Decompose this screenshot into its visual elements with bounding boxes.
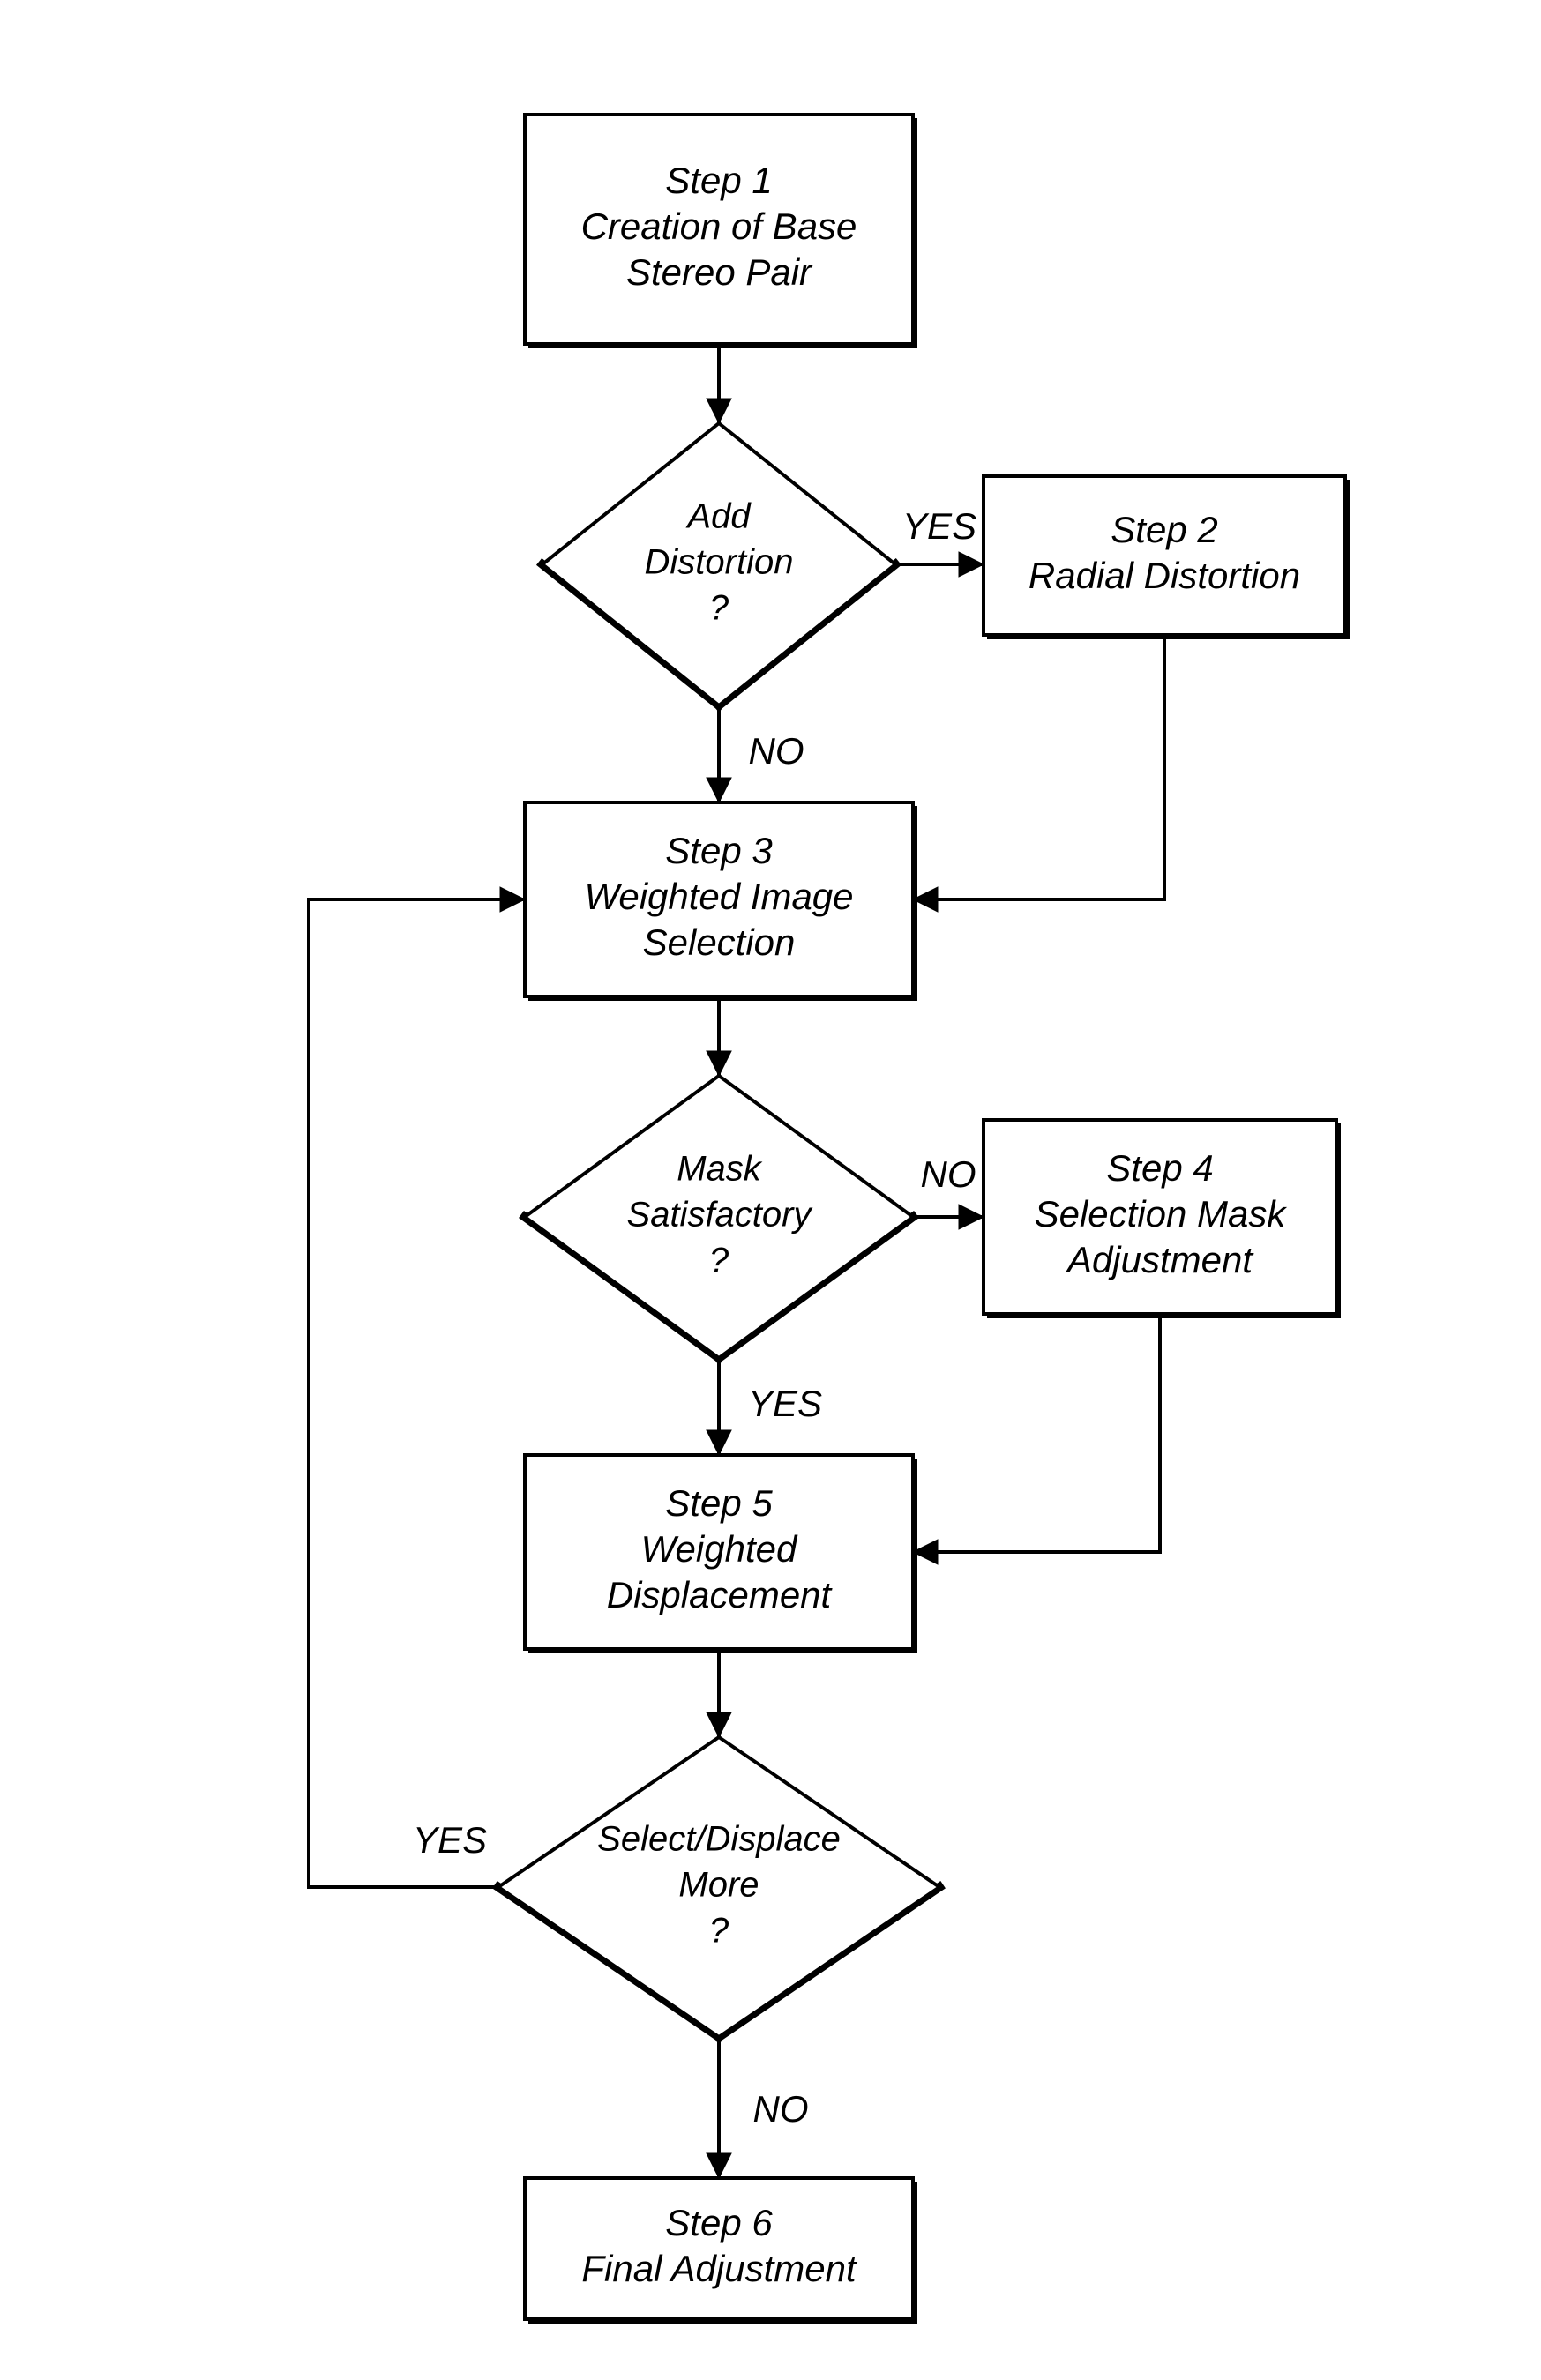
step2-label-line-0: Step 2	[1111, 509, 1217, 550]
step3-label-line-2: Selection	[643, 921, 796, 963]
e8	[913, 1314, 1160, 1564]
e10-label: YES	[413, 1819, 487, 1861]
e7: YES	[707, 1358, 822, 1455]
step4-label-line-1: Selection Mask	[1035, 1193, 1288, 1235]
d2-diamond: Mask Satisfactory?	[525, 1076, 913, 1358]
e9	[707, 1649, 731, 1737]
step5-label-line-2: Displacement	[607, 1574, 834, 1615]
e2-label: NO	[749, 730, 804, 772]
e11: NO	[707, 2037, 809, 2178]
e3-label: YES	[902, 505, 976, 547]
step6-label-line-0: Step 6	[665, 2202, 773, 2243]
e3: YES	[895, 505, 984, 577]
e10: YES	[309, 887, 525, 1887]
d1-diamond: Add Distortion?	[542, 423, 895, 705]
e6: NO	[913, 1153, 984, 1229]
e4	[913, 635, 1164, 912]
step3-box: Step 3 Weighted ImageSelection	[525, 802, 917, 996]
d3-label-line-1: More	[678, 1866, 759, 1905]
d1-label-line-1: Distortion	[645, 543, 794, 582]
step5-label-line-1: Weighted	[641, 1528, 798, 1570]
step6-box: Step 6 Final Adjustment	[525, 2178, 917, 2319]
step5-label-line-0: Step 5	[665, 1482, 773, 1524]
step3-label-line-0: Step 3	[665, 830, 772, 871]
e1	[707, 344, 731, 423]
d3-diamond: Select/Displace More?	[498, 1737, 939, 2037]
e11-label: NO	[753, 2088, 809, 2130]
step4-box: Step 4Selection MaskAdjustment	[984, 1120, 1341, 1314]
step2-box: Step 2 Radial Distortion	[984, 476, 1350, 635]
d3-label-line-2: ?	[709, 1912, 729, 1951]
e2: NO	[707, 705, 804, 802]
e7-label: YES	[748, 1383, 822, 1424]
step4-label-line-0: Step 4	[1106, 1147, 1213, 1189]
step4-label-line-2: Adjustment	[1065, 1239, 1254, 1280]
step3-label-line-1: Weighted Image	[584, 876, 853, 917]
e5	[707, 996, 731, 1076]
d1-label-line-2: ?	[709, 589, 729, 628]
d1-label-line-0: Add	[685, 497, 752, 536]
step5-box: Step 5WeightedDisplacement	[525, 1455, 917, 1649]
step1-label-line-0: Step 1	[665, 160, 772, 201]
d2-label-line-2: ?	[709, 1242, 729, 1280]
d2-label-line-0: Mask	[677, 1150, 763, 1189]
e6-label: NO	[921, 1153, 976, 1195]
d2-label-line-1: Satisfactory	[627, 1196, 814, 1235]
step2-label-line-1: Radial Distortion	[1029, 555, 1300, 596]
d3-label-line-0: Select/Displace	[597, 1820, 841, 1859]
step6-label-line-1: Final Adjustment	[581, 2248, 858, 2289]
step1-label-line-2: Stereo Pair	[626, 251, 813, 293]
step1-label-line-1: Creation of Base	[581, 205, 857, 247]
step1-box: Step 1Creation of BaseStereo Pair	[525, 115, 917, 344]
